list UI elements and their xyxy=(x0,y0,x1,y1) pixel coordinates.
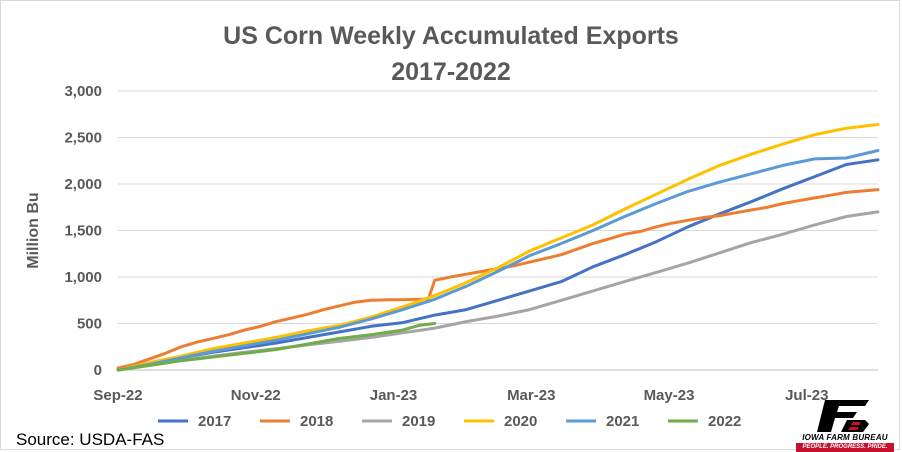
series-line-2017 xyxy=(116,158,880,372)
logo-tagline: PEOPLE. PROGRESS. PRIDE. xyxy=(796,443,894,452)
y-tick-label: 1,000 xyxy=(64,269,102,286)
legend-label-2019: 2019 xyxy=(402,413,435,430)
x-tick-label: Jul-23 xyxy=(785,387,828,404)
y-tick-label: 3,000 xyxy=(64,83,102,100)
x-tick-label: Sep-22 xyxy=(93,387,142,404)
y-tick-label: 0 xyxy=(94,362,102,379)
y-tick-label: 500 xyxy=(77,316,102,333)
series-line-2018 xyxy=(116,188,880,370)
series-line-2021 xyxy=(116,149,880,372)
logo-name: IOWA FARM BUREAU xyxy=(802,433,888,442)
y-tick-label: 2,000 xyxy=(64,176,102,193)
source-note: Source: USDA-FAS xyxy=(16,430,165,449)
chart-title: US Corn Weekly Accumulated Exports xyxy=(223,22,679,50)
x-tick-label: Jan-23 xyxy=(370,387,418,404)
iowa-farm-bureau-logo: IOWA FARM BUREAU PEOPLE. PROGRESS. PRIDE… xyxy=(790,400,900,452)
legend-label-2022: 2022 xyxy=(708,413,741,430)
series-line-2020 xyxy=(116,123,880,372)
x-tick-label: Nov-22 xyxy=(231,387,281,404)
series-line-2022 xyxy=(116,322,437,372)
y-axis-label: Million Bu xyxy=(25,192,42,268)
legend-label-2017: 2017 xyxy=(198,413,231,430)
y-tick-label: 2,500 xyxy=(64,130,102,147)
x-tick-label: Mar-23 xyxy=(507,387,555,404)
legend-label-2020: 2020 xyxy=(504,413,537,430)
fb-logo-icon xyxy=(817,400,869,432)
x-tick-label: May-23 xyxy=(644,387,695,404)
legend-label-2018: 2018 xyxy=(300,413,333,430)
chart-subtitle: 2017-2022 xyxy=(391,58,511,86)
legend-label-2021: 2021 xyxy=(606,413,639,430)
y-tick-label: 1,500 xyxy=(64,223,102,240)
